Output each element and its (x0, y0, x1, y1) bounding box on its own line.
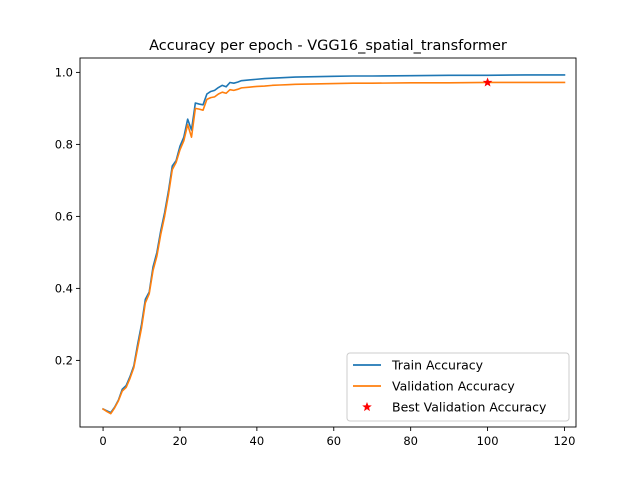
x-tick-label: 20 (173, 434, 188, 448)
x-tick-label: 80 (403, 434, 418, 448)
x-tick-label: 40 (250, 434, 265, 448)
x-tick-label: 100 (477, 434, 499, 448)
y-tick-label: 0.2 (55, 353, 73, 367)
y-tick-label: 1.0 (55, 65, 73, 79)
series-layer (101, 74, 566, 415)
legend-box (346, 352, 570, 422)
legend-label: Validation Accuracy (392, 379, 515, 394)
y-tick-label: 0.6 (55, 209, 73, 223)
series-line-validation-accuracy (101, 81, 566, 415)
x-tick-label: 120 (553, 434, 575, 448)
best-validation-marker (482, 77, 493, 87)
x-tick-label: 60 (326, 434, 341, 448)
y-tick-label: 0.4 (55, 281, 73, 295)
y-tick-label: 0.8 (55, 137, 73, 151)
axes-layer: 0 20 40 60 80 100 120 0.2 0.4 0.6 0.8 1.0 (55, 57, 577, 448)
chart-title: Accuracy per epoch - VGG16_spatial_trans… (149, 38, 507, 54)
legend: Train Accuracy Validation Accuracy Best Va… (346, 352, 570, 422)
legend-label: Train Accuracy (391, 358, 484, 373)
x-tick-label: 0 (99, 434, 106, 448)
legend-marker-best-validation (362, 401, 372, 412)
plot-frame (79, 57, 577, 428)
legend-label: Best Validation Accuracy (392, 400, 547, 415)
